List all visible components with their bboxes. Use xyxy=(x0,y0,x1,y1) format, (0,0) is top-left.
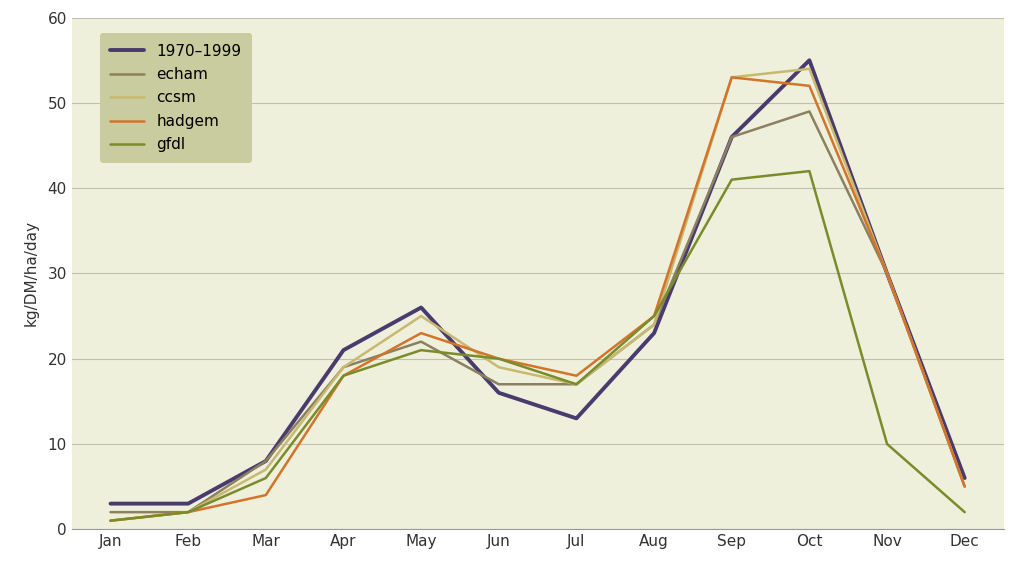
Line: echam: echam xyxy=(111,112,965,512)
echam xyxy=(570,381,583,388)
1970–1999 xyxy=(726,133,738,141)
gfdl xyxy=(726,176,738,183)
echam xyxy=(182,509,195,516)
Line: hadgem: hadgem xyxy=(111,78,965,521)
echam xyxy=(493,381,505,388)
gfdl xyxy=(415,347,427,354)
hadgem xyxy=(648,313,660,320)
ccsm xyxy=(493,363,505,371)
1970–1999 xyxy=(104,500,117,507)
Legend: 1970–1999, echam, ccsm, hadgem, gfdl: 1970–1999, echam, ccsm, hadgem, gfdl xyxy=(99,33,252,163)
ccsm xyxy=(260,466,272,473)
1970–1999 xyxy=(570,415,583,422)
echam xyxy=(881,270,893,277)
echam xyxy=(337,363,349,371)
echam xyxy=(726,133,738,141)
1970–1999 xyxy=(415,304,427,311)
Line: 1970–1999: 1970–1999 xyxy=(111,61,965,503)
echam xyxy=(104,509,117,516)
ccsm xyxy=(958,483,971,490)
1970–1999 xyxy=(260,457,272,465)
gfdl xyxy=(570,381,583,388)
Y-axis label: kg/DM/ha/day: kg/DM/ha/day xyxy=(25,220,39,326)
gfdl xyxy=(803,168,815,175)
1970–1999 xyxy=(648,329,660,336)
echam xyxy=(648,321,660,328)
hadgem xyxy=(570,372,583,379)
gfdl xyxy=(182,509,195,516)
1970–1999 xyxy=(182,500,195,507)
1970–1999 xyxy=(803,57,815,64)
1970–1999 xyxy=(881,270,893,277)
ccsm xyxy=(803,65,815,72)
ccsm xyxy=(415,313,427,320)
echam xyxy=(260,457,272,465)
hadgem xyxy=(726,74,738,81)
hadgem xyxy=(881,270,893,277)
gfdl xyxy=(881,440,893,447)
gfdl xyxy=(958,509,971,516)
ccsm xyxy=(182,509,195,516)
1970–1999 xyxy=(958,475,971,482)
gfdl xyxy=(493,355,505,362)
echam xyxy=(415,338,427,345)
1970–1999 xyxy=(493,389,505,396)
ccsm xyxy=(104,517,117,524)
hadgem xyxy=(182,509,195,516)
Line: ccsm: ccsm xyxy=(111,69,965,521)
hadgem xyxy=(958,483,971,490)
hadgem xyxy=(493,355,505,362)
ccsm xyxy=(726,74,738,81)
gfdl xyxy=(337,372,349,379)
hadgem xyxy=(337,372,349,379)
hadgem xyxy=(803,82,815,89)
hadgem xyxy=(415,329,427,336)
ccsm xyxy=(648,321,660,328)
ccsm xyxy=(337,363,349,371)
Line: gfdl: gfdl xyxy=(111,171,965,521)
ccsm xyxy=(570,381,583,388)
echam xyxy=(803,108,815,115)
gfdl xyxy=(648,313,660,320)
hadgem xyxy=(260,492,272,499)
1970–1999 xyxy=(337,347,349,354)
gfdl xyxy=(260,475,272,482)
echam xyxy=(958,483,971,490)
gfdl xyxy=(104,517,117,524)
ccsm xyxy=(881,270,893,277)
hadgem xyxy=(104,517,117,524)
